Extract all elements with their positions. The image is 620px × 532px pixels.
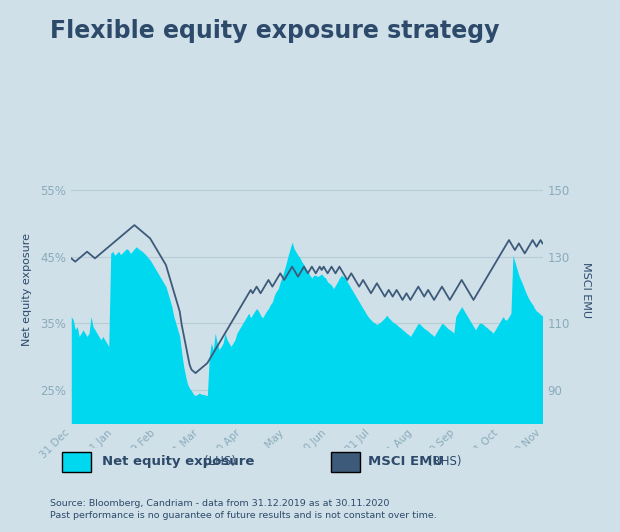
Y-axis label: Net equity exposure: Net equity exposure xyxy=(22,234,32,346)
Text: Source: Bloomberg, Candriam - data from 31.12.2019 as at 30.11.2020: Source: Bloomberg, Candriam - data from … xyxy=(50,499,389,508)
FancyBboxPatch shape xyxy=(331,452,360,472)
FancyBboxPatch shape xyxy=(62,452,91,472)
Text: (RHS): (RHS) xyxy=(428,455,462,468)
Text: Flexible equity exposure strategy: Flexible equity exposure strategy xyxy=(50,19,499,43)
Text: MSCI EMU: MSCI EMU xyxy=(368,455,448,468)
Y-axis label: MSCI EMU: MSCI EMU xyxy=(581,262,591,318)
Text: Net equity exposure: Net equity exposure xyxy=(102,455,259,468)
Text: (LHS): (LHS) xyxy=(205,455,236,468)
Text: Past performance is no guarantee of future results and is not constant over time: Past performance is no guarantee of futu… xyxy=(50,511,436,520)
